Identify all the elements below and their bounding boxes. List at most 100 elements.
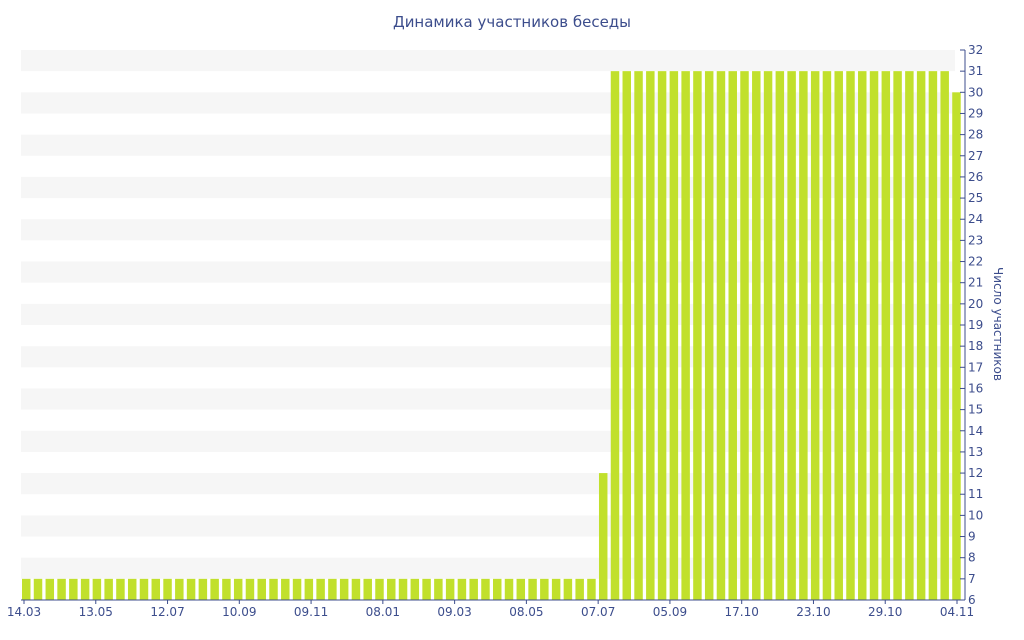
bar[interactable] <box>598 473 608 600</box>
bar[interactable] <box>281 578 290 600</box>
bar[interactable] <box>351 578 361 600</box>
bar[interactable] <box>80 578 90 600</box>
bar[interactable] <box>139 578 149 600</box>
bar[interactable] <box>893 71 902 600</box>
bar[interactable] <box>928 71 938 600</box>
bar[interactable] <box>269 578 278 600</box>
bar[interactable] <box>398 578 408 600</box>
bar[interactable] <box>292 578 302 600</box>
bar[interactable] <box>127 578 137 600</box>
bar[interactable] <box>634 71 643 600</box>
bar[interactable] <box>575 578 584 600</box>
bar[interactable] <box>339 578 349 600</box>
bar[interactable] <box>787 71 796 600</box>
bar[interactable] <box>22 578 31 600</box>
bar[interactable] <box>940 71 949 600</box>
y-tick-label: 27 <box>968 149 983 163</box>
bar[interactable] <box>387 578 396 600</box>
bar[interactable] <box>610 71 620 600</box>
x-tick-label: 04.11 <box>940 605 974 619</box>
bar[interactable] <box>905 71 914 600</box>
bar[interactable] <box>316 578 325 600</box>
bar[interactable] <box>33 578 43 600</box>
bar[interactable] <box>175 578 184 600</box>
bar[interactable] <box>952 92 961 600</box>
bar[interactable] <box>233 578 243 600</box>
bar[interactable] <box>328 578 337 600</box>
grid-band <box>21 50 955 72</box>
bar[interactable] <box>869 71 879 600</box>
bar[interactable] <box>799 71 808 600</box>
bar[interactable] <box>69 578 78 600</box>
bar[interactable] <box>469 578 478 600</box>
y-tick-label: 10 <box>968 508 983 522</box>
bar[interactable] <box>775 71 785 600</box>
bar[interactable] <box>116 578 125 600</box>
bar[interactable] <box>245 578 255 600</box>
y-tick-label: 28 <box>968 128 983 142</box>
bar[interactable] <box>540 578 549 600</box>
bar[interactable] <box>551 578 561 600</box>
bar[interactable] <box>210 578 219 600</box>
y-tick-label: 24 <box>968 212 983 226</box>
bar[interactable] <box>881 71 891 600</box>
y-tick-label: 6 <box>968 593 976 607</box>
bar[interactable] <box>222 578 231 600</box>
bar[interactable] <box>516 578 526 600</box>
bar[interactable] <box>858 71 867 600</box>
bar[interactable] <box>504 578 514 600</box>
bar[interactable] <box>104 578 113 600</box>
y-tick-label: 18 <box>968 339 983 353</box>
bar[interactable] <box>363 578 372 600</box>
x-tick-label: 08.05 <box>509 605 543 619</box>
bar[interactable] <box>257 578 266 600</box>
bar[interactable] <box>587 578 596 600</box>
y-tick-label: 19 <box>968 318 983 332</box>
x-tick-label: 13.05 <box>79 605 113 619</box>
bar[interactable] <box>493 578 502 600</box>
bar[interactable] <box>916 71 926 600</box>
y-tick-label: 21 <box>968 276 983 290</box>
bar[interactable] <box>646 71 655 600</box>
y-tick-label: 15 <box>968 403 983 417</box>
bar[interactable] <box>763 71 773 600</box>
bar[interactable] <box>681 71 690 600</box>
bar[interactable] <box>422 578 431 600</box>
bar[interactable] <box>163 578 172 600</box>
bar[interactable] <box>45 578 55 600</box>
bar[interactable] <box>728 71 737 600</box>
bar[interactable] <box>704 71 714 600</box>
y-tick-label: 12 <box>968 466 983 480</box>
bar[interactable] <box>410 578 420 600</box>
bar[interactable] <box>304 578 314 600</box>
y-tick-label: 30 <box>968 85 983 99</box>
y-tick-label: 8 <box>968 551 976 565</box>
bar[interactable] <box>151 578 161 600</box>
bar[interactable] <box>92 578 102 600</box>
bar[interactable] <box>375 578 384 600</box>
bar[interactable] <box>434 578 443 600</box>
bar[interactable] <box>457 578 467 600</box>
bar[interactable] <box>822 71 832 600</box>
bar[interactable] <box>528 578 537 600</box>
bar[interactable] <box>716 71 726 600</box>
bar[interactable] <box>693 71 702 600</box>
bars <box>22 71 961 600</box>
bar[interactable] <box>445 578 455 600</box>
bar[interactable] <box>810 71 820 600</box>
bar[interactable] <box>57 578 66 600</box>
bar[interactable] <box>657 71 667 600</box>
bar[interactable] <box>846 71 855 600</box>
x-tick-label: 10.09 <box>222 605 256 619</box>
bar[interactable] <box>740 71 749 600</box>
bar[interactable] <box>198 578 208 600</box>
bar[interactable] <box>669 71 679 600</box>
bar[interactable] <box>622 71 631 600</box>
bar[interactable] <box>186 578 196 600</box>
y-tick-label: 25 <box>968 191 983 205</box>
bar[interactable] <box>563 578 573 600</box>
bar[interactable] <box>834 71 843 600</box>
bar[interactable] <box>752 71 761 600</box>
bar[interactable] <box>481 578 490 600</box>
